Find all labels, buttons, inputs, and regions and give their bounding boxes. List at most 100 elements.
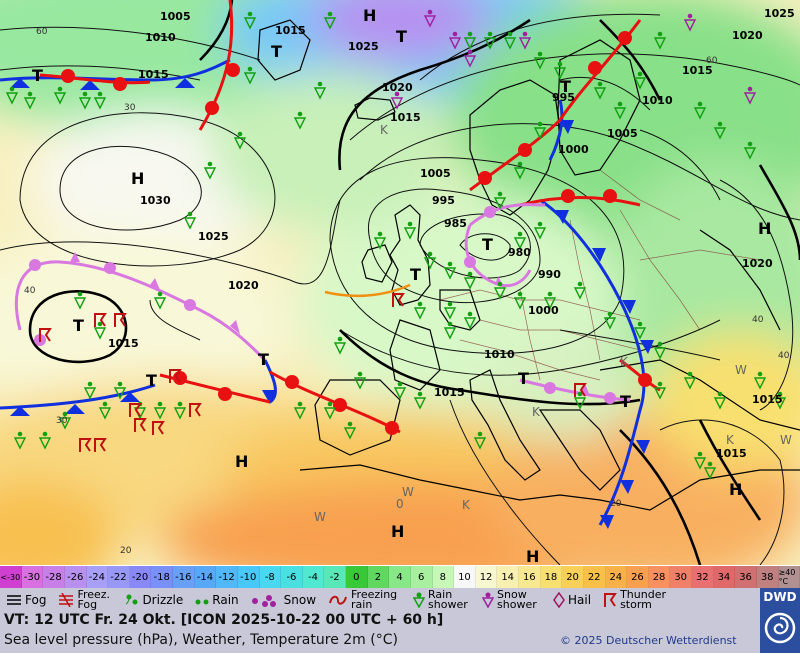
weather-letter: W xyxy=(314,510,326,524)
snow-shower-dot xyxy=(453,32,458,37)
rain-shower-dot xyxy=(88,382,93,387)
legend-drizzle: Drizzle xyxy=(119,593,183,607)
isobar-label: 1000 xyxy=(528,304,559,317)
low-pressure-label: T xyxy=(146,371,157,390)
temperature-scale-cell: 36 xyxy=(735,566,757,588)
legend-hail: Hail xyxy=(547,592,591,608)
temperature-scale-cell: 24 xyxy=(606,566,628,588)
high-pressure-label: H xyxy=(363,6,376,25)
temperature-scale-cell: 22 xyxy=(584,566,606,588)
isobar-label: 1010 xyxy=(145,31,176,44)
rain-shower-dot xyxy=(58,87,63,92)
rain-shower-dot xyxy=(658,342,663,347)
rain-shower-dot xyxy=(478,432,483,437)
low-pressure-label: T xyxy=(560,77,571,96)
snow-shower-dot xyxy=(688,14,693,19)
rain-shower-dot xyxy=(43,432,48,437)
weather-letter: K xyxy=(726,433,735,447)
temperature-scale-cell: 26 xyxy=(627,566,649,588)
legend-fog: Fog xyxy=(0,594,46,606)
rain-shower-dot xyxy=(508,32,513,37)
temperature-scale-cell: 4 xyxy=(389,566,411,588)
rain-shower-dot xyxy=(78,292,83,297)
rain-shower-dot xyxy=(98,92,103,97)
low-pressure-label: T xyxy=(73,316,84,335)
isobar-label: 990 xyxy=(538,268,561,281)
isobar-label: 1020 xyxy=(228,279,259,292)
weather-letter: K xyxy=(380,123,389,137)
isobar-label: 1010 xyxy=(642,94,673,107)
rain-shower-dot xyxy=(548,292,553,297)
rain-shower-dot xyxy=(748,142,753,147)
isobar-label: 1025 xyxy=(764,7,795,20)
weather-letter: W xyxy=(780,433,792,447)
rain-shower-dot xyxy=(328,12,333,17)
isobar-label: 1005 xyxy=(607,127,638,140)
rain-shower-dot xyxy=(618,102,623,107)
rain-shower-dot xyxy=(468,32,473,37)
rain-shower-dot xyxy=(448,322,453,327)
temperature-label: 20 xyxy=(610,499,622,509)
snow-shower-icon xyxy=(482,592,494,608)
rain-shower-dot xyxy=(638,322,643,327)
rain-shower-dot xyxy=(498,282,503,287)
high-pressure-label: H xyxy=(391,522,404,541)
isobar-label: 1015 xyxy=(390,111,421,124)
temperature-scale-cell: -26 xyxy=(65,566,87,588)
rain-shower-dot xyxy=(398,382,403,387)
rain-shower-dot xyxy=(378,232,383,237)
temperature-label: 60 xyxy=(36,27,48,37)
isobar-label: 1020 xyxy=(382,81,413,94)
rain-shower-dot xyxy=(518,232,523,237)
copyright: © 2025 Deutscher Wetterdienst xyxy=(560,634,737,647)
rain-shower-dot xyxy=(298,112,303,117)
rain-shower-dot xyxy=(103,402,108,407)
rain-shower-dot xyxy=(468,272,473,277)
temperature-scale-cell: <-30 xyxy=(0,566,22,588)
temperature-scale-cell: 0 xyxy=(346,566,368,588)
rain-shower-dot xyxy=(578,282,583,287)
temperature-label: 40 xyxy=(752,315,764,325)
rain-shower-dot xyxy=(428,252,433,257)
temperature-scale-cell: 12 xyxy=(476,566,498,588)
rain-shower-dot xyxy=(298,402,303,407)
legend-snow-shower: Snow shower xyxy=(476,590,541,610)
high-pressure-label: H xyxy=(758,219,771,238)
temperature-scale-cell: -18 xyxy=(151,566,173,588)
rain-shower-dot xyxy=(418,302,423,307)
isobar-label: 1020 xyxy=(742,257,773,270)
temperature-scale-cell: -16 xyxy=(173,566,195,588)
weather-letter: K xyxy=(532,405,541,419)
drizzle-icon xyxy=(125,593,139,607)
snow-shower-dot xyxy=(523,32,528,37)
rain-shower-dot xyxy=(208,162,213,167)
temperature-scale-cell: -10 xyxy=(238,566,260,588)
isobar-label: 1030 xyxy=(140,194,171,207)
rain-shower-dot xyxy=(468,312,473,317)
isobar-label: 1015 xyxy=(138,68,169,81)
rain-shower-dot xyxy=(698,102,703,107)
rain-shower-dot xyxy=(158,402,163,407)
temperature-scale-cell: -20 xyxy=(130,566,152,588)
dwd-spiral-icon xyxy=(760,604,800,654)
low-pressure-label: T xyxy=(482,235,493,254)
fog-icon xyxy=(6,594,22,606)
weather-letter: K xyxy=(620,355,629,369)
isobar-label: 1015 xyxy=(716,447,747,460)
rain-shower-dot xyxy=(18,432,23,437)
temperature-scale-cell: -14 xyxy=(195,566,217,588)
temperature-scale-cell: -8 xyxy=(260,566,282,588)
temperature-scale: <-30-30-28-26-24-22-20-18-16-14-12-10-8-… xyxy=(0,566,800,588)
low-pressure-label: T xyxy=(396,27,407,46)
temperature-scale-cell: 20 xyxy=(562,566,584,588)
legend-rain-shower: Rain shower xyxy=(407,590,470,610)
isobar-label: 980 xyxy=(508,246,531,259)
rain-shower-dot xyxy=(488,32,493,37)
snow-shower-dot xyxy=(428,10,433,15)
temperature-scale-cell: 8 xyxy=(433,566,455,588)
isobar-label: 1015 xyxy=(275,24,306,37)
rain-shower-dot xyxy=(448,262,453,267)
isobar-label: 995 xyxy=(432,194,455,207)
rain-shower-dot xyxy=(158,292,163,297)
low-pressure-label: T xyxy=(258,350,269,369)
